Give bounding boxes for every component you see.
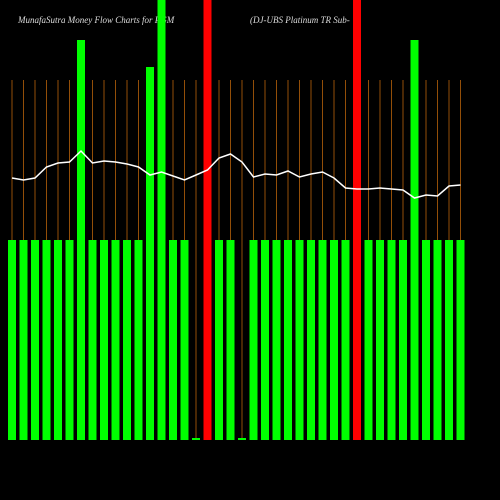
bar <box>307 240 315 440</box>
bar <box>157 0 166 440</box>
chart-title: MunafaSutra Money Flow Charts for PGM <box>17 15 175 25</box>
bar <box>31 240 39 440</box>
bar <box>318 240 327 440</box>
bar <box>261 240 269 440</box>
bar <box>284 240 292 440</box>
bar <box>226 240 235 440</box>
bar <box>341 240 350 440</box>
bar <box>123 240 131 440</box>
bar <box>410 40 419 440</box>
bar <box>249 240 258 440</box>
bar <box>272 240 281 440</box>
bar <box>111 240 120 440</box>
bar <box>433 240 442 440</box>
bar <box>54 240 62 440</box>
bar <box>77 40 85 440</box>
bar <box>376 240 384 440</box>
line <box>11 149 461 199</box>
bar <box>100 240 108 440</box>
bar <box>19 240 28 440</box>
bar <box>330 240 338 440</box>
bar <box>387 240 396 440</box>
bar <box>445 240 453 440</box>
chart-subtitle: (DJ-UBS Platinum TR Sub- <box>250 15 350 25</box>
bar <box>169 240 177 440</box>
bar <box>192 438 200 440</box>
bar <box>8 240 16 440</box>
bar <box>180 240 189 440</box>
bar <box>88 240 97 440</box>
bar <box>238 438 246 440</box>
bar <box>456 240 465 440</box>
bar <box>134 240 143 440</box>
bar <box>146 67 154 440</box>
bar <box>203 0 212 440</box>
bar <box>295 240 304 440</box>
bar <box>42 240 51 440</box>
bar <box>399 240 407 440</box>
bar <box>364 240 373 440</box>
bar <box>65 240 74 440</box>
bar <box>353 0 361 440</box>
bar <box>422 240 430 440</box>
bar <box>215 240 223 440</box>
